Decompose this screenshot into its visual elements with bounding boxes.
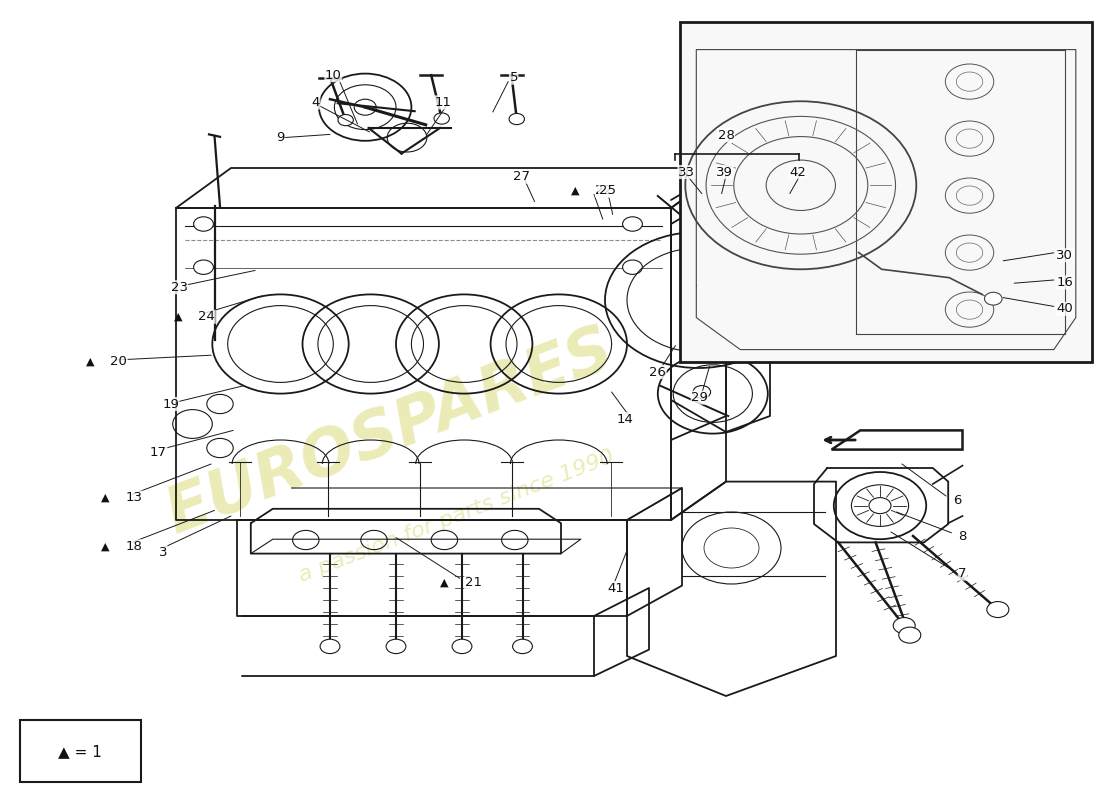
Text: 8: 8: [958, 530, 967, 542]
Text: ▲: ▲: [571, 186, 580, 195]
Text: 14: 14: [616, 413, 634, 426]
Text: 29: 29: [691, 391, 708, 404]
Text: 24: 24: [198, 310, 216, 323]
Circle shape: [513, 639, 532, 654]
Text: 42: 42: [789, 166, 806, 178]
Text: ▲ = 1: ▲ = 1: [58, 744, 102, 758]
Text: 10: 10: [324, 69, 342, 82]
Text: a passion for parts since 1990: a passion for parts since 1990: [296, 446, 617, 586]
Circle shape: [893, 618, 915, 634]
Text: 25: 25: [598, 184, 616, 197]
Text: ▲: ▲: [101, 493, 110, 502]
Circle shape: [386, 639, 406, 654]
Text: 26: 26: [649, 366, 667, 378]
Text: 21: 21: [464, 576, 482, 589]
Circle shape: [623, 260, 642, 274]
Text: 7: 7: [958, 567, 967, 580]
Text: ▲: ▲: [440, 578, 449, 587]
Text: EUROSPARES: EUROSPARES: [158, 318, 623, 546]
Text: 27: 27: [513, 170, 530, 183]
Text: 9: 9: [276, 131, 285, 144]
Circle shape: [338, 114, 353, 126]
Circle shape: [899, 627, 921, 643]
Text: 40: 40: [1056, 302, 1074, 315]
Text: 41: 41: [607, 582, 625, 594]
Polygon shape: [832, 430, 962, 450]
Text: 11: 11: [434, 96, 452, 109]
Circle shape: [194, 260, 213, 274]
Text: 28: 28: [717, 129, 735, 142]
Circle shape: [987, 602, 1009, 618]
Text: 5: 5: [509, 71, 518, 84]
Text: 3: 3: [158, 546, 167, 558]
Text: 30: 30: [1056, 249, 1074, 262]
Text: 22: 22: [595, 184, 613, 197]
Text: 23: 23: [170, 281, 188, 294]
FancyBboxPatch shape: [680, 22, 1092, 362]
Text: 13: 13: [125, 491, 143, 504]
Text: 20: 20: [110, 355, 128, 368]
Text: 18: 18: [125, 540, 143, 553]
Circle shape: [693, 314, 711, 326]
Circle shape: [623, 217, 642, 231]
Circle shape: [320, 639, 340, 654]
Text: ▲: ▲: [86, 357, 95, 366]
Text: 17: 17: [150, 446, 167, 458]
Circle shape: [452, 639, 472, 654]
Text: 16: 16: [1056, 276, 1074, 289]
Text: ▲: ▲: [174, 312, 183, 322]
Circle shape: [509, 114, 525, 125]
Circle shape: [693, 386, 711, 398]
Circle shape: [194, 217, 213, 231]
Text: 4: 4: [311, 96, 320, 109]
Circle shape: [693, 226, 711, 238]
Text: ▲: ▲: [101, 542, 110, 551]
Text: 6: 6: [953, 494, 961, 506]
Circle shape: [434, 113, 450, 124]
Text: 33: 33: [678, 166, 695, 178]
Circle shape: [984, 292, 1002, 305]
Text: 19: 19: [162, 398, 179, 410]
Text: 39: 39: [716, 166, 734, 178]
